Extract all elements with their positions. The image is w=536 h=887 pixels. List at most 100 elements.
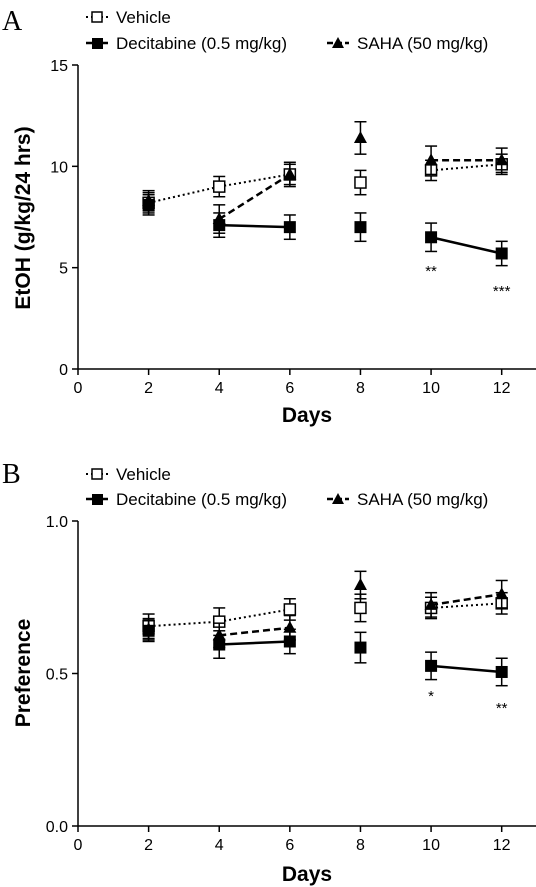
panel-b: B Vehicle Decitabine (0.5 mg/kg) SAHA (5…: [2, 459, 536, 886]
data-point: [424, 153, 438, 166]
filled-triangle-marker: [332, 493, 344, 504]
data-point: [353, 130, 367, 143]
data-point: [354, 601, 367, 615]
data-point: [354, 176, 367, 189]
legend-entry-vehicle: Vehicle: [86, 465, 171, 484]
x-tick-label: 10: [422, 380, 440, 397]
data-point: [425, 659, 438, 672]
series-line-segment: [218, 173, 291, 221]
y-tick-label: 0.0: [46, 819, 68, 836]
data-point: [495, 665, 508, 678]
significance-marker: **: [425, 263, 437, 280]
data-point: [495, 587, 509, 600]
open-square-marker: [91, 11, 103, 23]
data-point: [283, 221, 296, 234]
data-point: [212, 212, 226, 225]
series-line-segment: [430, 236, 502, 255]
x-tick-label: 12: [493, 380, 511, 397]
significance-marker: **: [496, 700, 508, 717]
data-point: [142, 193, 156, 206]
series-line-segment: [219, 626, 290, 637]
y-tick-label: 0: [59, 362, 68, 379]
data-point: [354, 641, 367, 654]
y-tick-label: 10: [50, 159, 68, 176]
filled-square-marker: [92, 494, 103, 505]
series-line-segment: [219, 608, 291, 623]
open-square-marker: [91, 468, 103, 480]
legend: Vehicle Decitabine (0.5 mg/kg) SAHA (50 …: [86, 465, 488, 509]
series-saha-50-mg-kg: [142, 120, 509, 234]
data-point: [425, 231, 438, 244]
series-line-segment: [430, 592, 502, 607]
data-point: [495, 247, 508, 260]
series-decitabine-0-5-mg-kg: [142, 619, 508, 687]
legend-label-vehicle: Vehicle: [116, 465, 171, 484]
x-tick-label: 6: [285, 380, 294, 397]
x-tick-label: 2: [144, 837, 153, 854]
data-point: [353, 578, 367, 591]
series-saha-50-mg-kg: [142, 570, 509, 649]
data-point: [283, 167, 297, 180]
series-vehicle: [142, 153, 508, 214]
axes: 0.0 0.5 1.0 0 2 4 6 8 10 12: [46, 514, 536, 854]
x-tick-label: 0: [74, 380, 83, 397]
series-line-segment: [431, 602, 502, 609]
series-line-segment: [219, 640, 290, 646]
significance-marker: *: [428, 688, 434, 705]
x-tick-label: 10: [422, 837, 440, 854]
x-tick-label: 12: [493, 837, 511, 854]
y-tick-label: 5: [59, 261, 68, 278]
legend-label-saha: SAHA (50 mg/kg): [357, 490, 488, 509]
y-axis-title: Preference: [12, 619, 35, 728]
legend-entry-saha: SAHA (50 mg/kg): [327, 34, 488, 53]
y-tick-label: 15: [50, 58, 68, 75]
data-point: [283, 635, 296, 648]
x-axis-title: Days: [282, 404, 332, 427]
y-tick-label: 1.0: [46, 514, 68, 531]
series-line-segment: [430, 163, 502, 172]
significance-marker: ***: [493, 283, 511, 300]
legend-entry-vehicle: Vehicle: [86, 8, 171, 27]
x-tick-label: 0: [74, 837, 83, 854]
panel-a: A Vehicle Decitabine (0.5 mg/kg) SAHA (5…: [2, 6, 536, 427]
series-line-segment: [219, 223, 290, 229]
x-tick-label: 8: [356, 380, 365, 397]
legend-label-saha: SAHA (50 mg/kg): [357, 34, 488, 53]
axes: 0 5 10 15 0 2 4 6 8 10 12: [50, 58, 536, 397]
legend-label-decitabine: Decitabine (0.5 mg/kg): [116, 490, 287, 509]
panel-label: B: [2, 459, 21, 490]
x-tick-label: 2: [144, 380, 153, 397]
panel-label: A: [2, 6, 23, 37]
x-tick-label: 4: [215, 837, 224, 854]
data-point: [142, 622, 156, 635]
series-line-segment: [148, 620, 220, 628]
data-point: [354, 221, 367, 234]
filled-triangle-marker: [332, 37, 344, 48]
data-point: [495, 153, 509, 166]
data-point: [212, 628, 226, 641]
filled-square-marker: [92, 38, 103, 49]
series-line-segment: [430, 664, 502, 674]
x-tick-label: 8: [356, 837, 365, 854]
legend: Vehicle Decitabine (0.5 mg/kg) SAHA (50 …: [86, 8, 488, 53]
data-point: [283, 603, 297, 616]
legend-entry-decitabine: Decitabine (0.5 mg/kg): [86, 490, 287, 509]
x-tick-label: 6: [285, 837, 294, 854]
y-axis-title: EtOH (g/kg/24 hrs): [12, 126, 35, 309]
legend-label-decitabine: Decitabine (0.5 mg/kg): [116, 34, 287, 53]
series-vehicle: [142, 591, 508, 640]
series-decitabine-0-5-mg-kg: [142, 193, 508, 267]
series-line-segment: [219, 173, 291, 188]
data-point: [212, 180, 226, 193]
data-point: [283, 620, 297, 633]
legend-label-vehicle: Vehicle: [116, 8, 171, 27]
legend-entry-saha: SAHA (50 mg/kg): [327, 490, 488, 509]
x-axis-title: Days: [282, 863, 332, 886]
series-line-segment: [148, 185, 220, 204]
legend-entry-decitabine: Decitabine (0.5 mg/kg): [86, 34, 287, 53]
significance-annotations: *****: [425, 263, 510, 300]
significance-annotations: ***: [428, 688, 508, 717]
data-point: [424, 597, 438, 610]
x-tick-label: 4: [215, 380, 224, 397]
